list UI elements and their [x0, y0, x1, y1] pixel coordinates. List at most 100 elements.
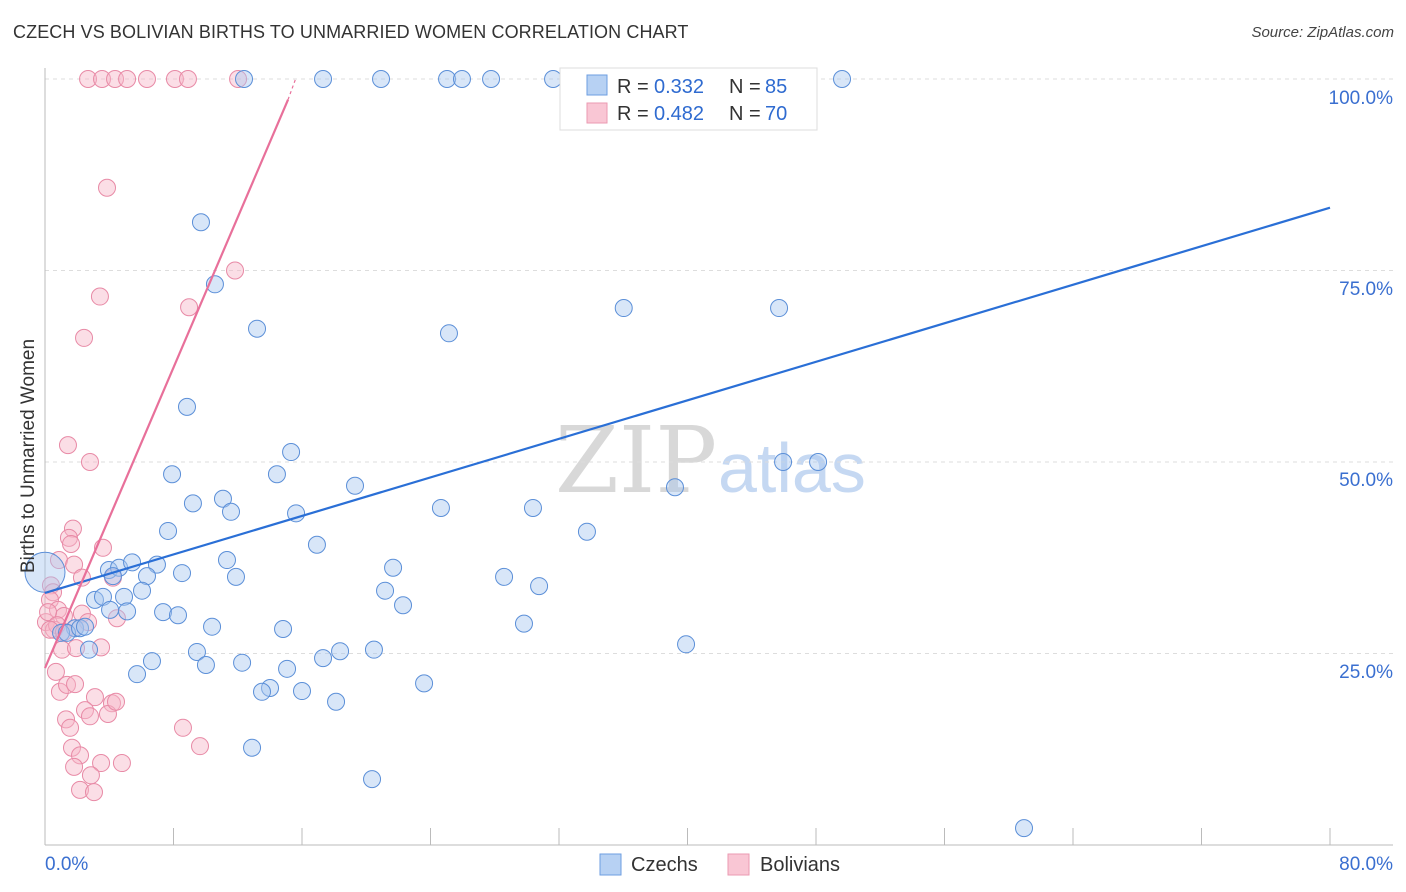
czechs-point — [282, 443, 301, 462]
czechs-point — [253, 682, 272, 701]
chart-title: CZECH VS BOLIVIAN BIRTHS TO UNMARRIED WO… — [13, 22, 689, 42]
czechs-n-label: N = — [729, 76, 761, 98]
czechs-point — [482, 70, 501, 88]
czechs-point — [530, 577, 549, 596]
bolivians-point — [226, 261, 245, 280]
legend-czechs-label[interactable]: Czechs — [631, 854, 698, 876]
bolivians-swatch — [586, 102, 608, 124]
czechs-point — [267, 465, 286, 484]
bolivians-point — [137, 70, 156, 88]
source-label: Source: ZipAtlas.com — [1251, 24, 1394, 41]
czechs-point — [183, 494, 202, 513]
czechs-point — [177, 397, 196, 416]
bolivians-point — [65, 555, 84, 574]
bolivians-point — [39, 603, 58, 622]
czechs-trend-line — [44, 206, 1331, 595]
bolivians-point — [65, 757, 84, 776]
y-axis-label: Births to Unmarried Women — [18, 339, 39, 573]
legend-bolivians-label[interactable]: Bolivians — [760, 854, 840, 876]
watermark-atlas: atlas — [718, 429, 866, 507]
bolivians-point — [191, 737, 210, 756]
czechs-point — [363, 770, 382, 789]
bolivians-point — [92, 754, 111, 773]
y-tick-label-100: 100.0% — [1329, 88, 1394, 109]
bolivians-point — [173, 718, 192, 737]
bolivians-point — [80, 453, 99, 471]
legend-bolivians-swatch — [727, 853, 750, 876]
watermark-zip: ZIP — [555, 407, 717, 514]
bolivians-point — [62, 534, 81, 553]
czechs-point — [243, 738, 262, 757]
czechs-point — [142, 652, 161, 671]
czechs-point — [154, 603, 173, 622]
czechs-point — [774, 453, 793, 471]
czechs-point — [235, 70, 254, 88]
bolivians-point — [112, 754, 131, 773]
czechs-point — [133, 581, 152, 600]
czechs-point — [278, 659, 297, 678]
czechs-point — [346, 476, 365, 495]
y-tick-label-25: 25.0% — [1339, 662, 1393, 683]
czechs-point — [101, 600, 120, 619]
bolivians-point — [71, 780, 90, 799]
czechs-point — [495, 567, 514, 586]
czechs-point — [307, 535, 326, 554]
czechs-point — [159, 521, 178, 540]
czechs-r-value: 0.332 — [654, 76, 704, 98]
czechs-r-label: R = — [617, 76, 649, 98]
czechs-point — [364, 640, 383, 659]
czechs-point — [118, 602, 137, 621]
czechs-point — [384, 558, 403, 577]
bolivians-point — [50, 682, 69, 701]
czechs-point — [233, 653, 252, 672]
czechs-point — [203, 617, 222, 636]
czechs-point — [196, 655, 215, 674]
czechs-point — [1015, 819, 1034, 838]
bolivians-point — [67, 639, 86, 658]
bolivians-n-value: 70 — [765, 103, 787, 125]
czechs-point — [213, 489, 232, 508]
czechs-point — [314, 649, 333, 668]
czechs-point — [452, 70, 471, 88]
czechs-n-value: 85 — [765, 76, 787, 98]
czechs-point — [222, 502, 241, 521]
bolivians-r-label: R = — [617, 103, 649, 125]
czechs-point — [415, 674, 434, 693]
czechs-point — [226, 567, 245, 586]
bolivians-point — [63, 519, 82, 538]
bolivians-point — [106, 692, 125, 711]
legend-czechs-swatch — [599, 853, 622, 876]
czechs-point — [137, 567, 156, 586]
bolivians-point — [118, 70, 137, 88]
czechs-point — [614, 299, 633, 318]
czechs-point — [168, 606, 187, 625]
czechs-point — [665, 478, 684, 497]
czechs-point — [80, 640, 99, 659]
y-tick-label-50: 50.0% — [1339, 470, 1393, 491]
czechs-point — [173, 564, 192, 583]
bolivians-point — [46, 662, 65, 681]
czechs-point — [248, 319, 267, 338]
czechs-point — [833, 70, 852, 88]
bolivians-point — [71, 746, 90, 765]
czechs-point — [163, 465, 182, 484]
bolivians-trend-line — [43, 99, 290, 669]
czechs-point — [217, 551, 236, 570]
czechs-point — [187, 642, 206, 661]
bolivians-point — [93, 70, 112, 88]
bolivians-point — [66, 675, 85, 694]
y-tick-label-75: 75.0% — [1339, 279, 1393, 300]
czechs-point — [75, 617, 94, 636]
bolivians-n-label: N = — [729, 103, 761, 125]
czechs-point — [191, 213, 210, 232]
czechs-point — [677, 635, 696, 654]
bolivians-trend-extension — [287, 78, 297, 100]
bolivians-point — [40, 620, 59, 639]
czechs-point — [514, 614, 533, 633]
czechs-point — [293, 682, 311, 701]
bolivians-r-value: 0.482 — [654, 103, 704, 125]
bolivians-point — [57, 710, 76, 729]
czechs-point — [431, 498, 450, 517]
czechs-point — [331, 642, 350, 661]
